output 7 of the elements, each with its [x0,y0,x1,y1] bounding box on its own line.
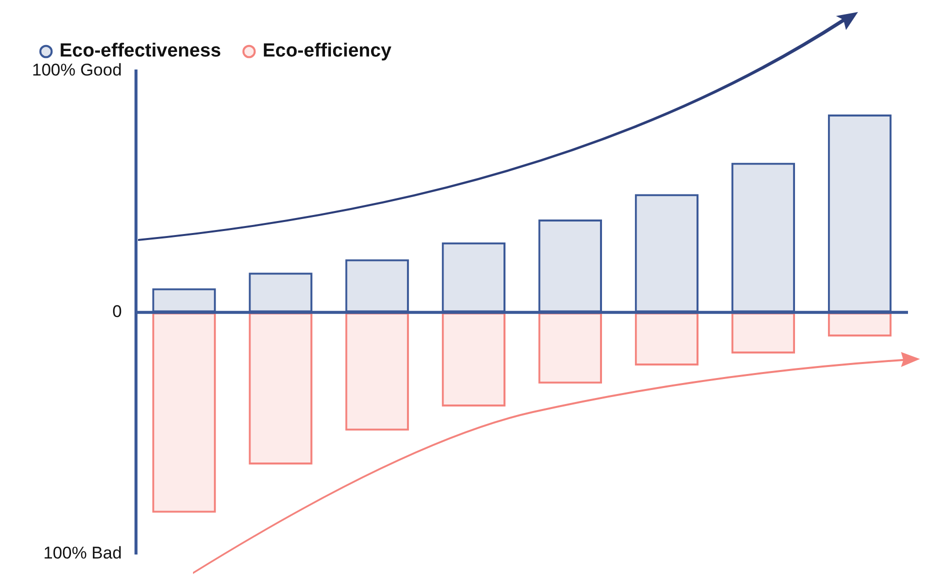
bar [152,312,216,513]
legend-label: Eco-effectiveness [60,40,222,62]
y-tick-label: 0 [112,302,122,322]
legend-label: Eco-efficiency [262,40,392,62]
y-tick-label: 100% Bad [43,543,122,562]
y-tick-label: 100% Good [32,60,122,80]
bar [248,312,312,464]
